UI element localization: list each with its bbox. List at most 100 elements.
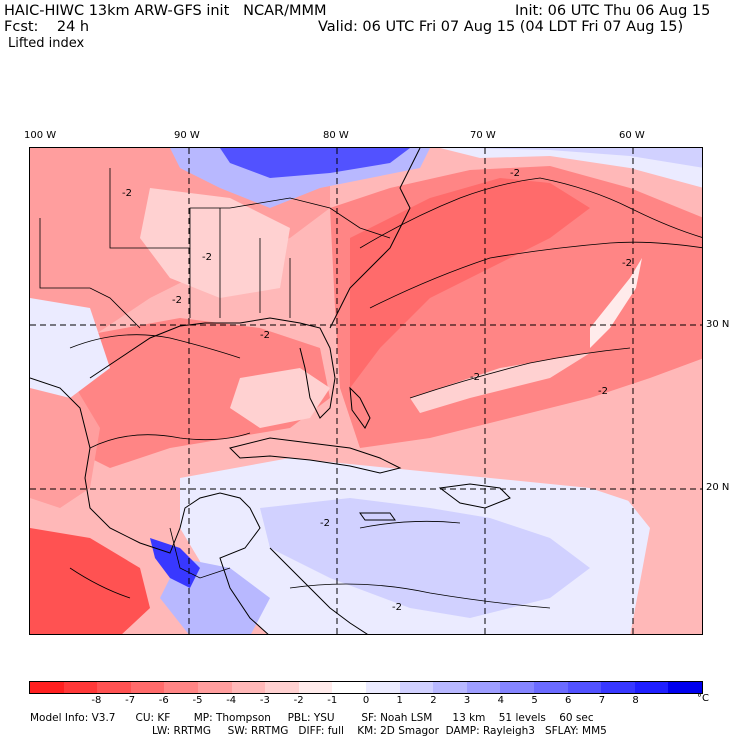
border-states-2 [189,208,291,318]
forecast-label: Fcst: [4,19,39,35]
coast-cuba [229,437,402,474]
colorbar-swatch [63,682,98,693]
colorbar-swatch [399,682,434,693]
coast-us-east [329,148,421,329]
colorbar-tick-label: -2 [293,695,304,706]
coast-bahamas [349,386,371,429]
border-states-1 [109,168,230,249]
colorbar-units: °C [697,693,709,704]
contour-3 [409,347,631,399]
model-info-line-2: LW: RRTMG SW: RRTMG DIFF: full KM: 2D Sm… [152,725,607,737]
colorbar-swatch [533,682,568,693]
contour-1 [359,177,702,249]
border-states-3 [229,197,391,239]
contour-6 [289,583,551,609]
forecast-hour: Fcst: 24 h [4,19,89,35]
field-gulf-pale [230,368,330,428]
model-info-line-1: Model Info: V3.7 CU: KF MP: Thompson PBL… [30,712,594,724]
colorbar-ticks: -8 -7 -6 -5 -4 -3 -2 -1 0 1 2 3 4 5 6 7 8 [29,695,703,707]
coast-gulf-north [89,317,336,419]
colorbar-tick-label: 7 [598,695,606,706]
colorbar-tick-label: 0 [362,695,370,706]
coast-central-america [269,547,368,634]
contour-5 [89,432,251,449]
field-east-pink [590,388,702,634]
colorbar-swatch [601,682,635,693]
contour-label: -2 [392,602,402,613]
border-mexico-guatemala [169,527,231,579]
colorbar-swatch [130,682,165,693]
colorbar-tick-label: 5 [531,695,538,706]
valid-time: Valid: 06 UTC Fri 07 Aug 15 (04 LDT Fri … [318,19,684,35]
colorbar-swatch [231,682,266,693]
colorbar-tick-label: -8 [91,695,102,706]
colorbar-tick-label: -5 [192,695,203,706]
coastlines [30,148,511,634]
colorbar-swatch [332,682,366,693]
model-title: HAIC-HIWC 13km ARW-GFS init NCAR/MMM [4,3,327,19]
contour-label: -2 [622,258,632,269]
contour-4 [69,334,241,359]
lon-label-60w: 60 W [619,130,645,141]
field-gulf-red [70,318,330,468]
contour-8 [69,567,131,599]
contour-label: -2 [172,295,182,306]
contour-label: -2 [510,168,520,179]
contour-7 [359,520,461,529]
lifted-index-map: -2 -2 -2 -2 -2 -2 -2 -2 -2 -2 [29,147,703,635]
contour-label: -2 [202,252,212,263]
colorbar-tick-label: -1 [327,695,338,706]
graticule [30,148,702,634]
colorbar-tick-label: -3 [259,695,270,706]
contour-2 [369,241,702,309]
colorbar-tick-label: 2 [430,695,437,706]
field-caribbean-blue [260,498,590,618]
colorbar [29,681,703,694]
colorbar-swatch [634,682,669,693]
border-texas [39,218,141,329]
colorbar-swatch [365,682,400,693]
contour-label-group: -2 -2 -2 -2 -2 -2 -2 -2 -2 -2 [122,168,632,613]
colorbar-swatch [97,682,131,693]
lon-label-90w: 90 W [174,130,200,141]
colorbar-swatch [433,682,467,693]
contour-label: -2 [470,372,480,383]
lat-label-20n: 20 N [706,482,730,493]
colorbar-swatch [567,682,602,693]
colorbar-swatch [164,682,198,693]
contour-label: -2 [122,188,132,199]
lat-label-30n: 30 N [706,319,730,330]
colorbar-tick-label: 4 [497,695,504,706]
colorbar-swatch [197,682,232,693]
field-us-interior [140,188,290,298]
borders [39,168,391,579]
lon-label-70w: 70 W [470,130,496,141]
contours [69,177,702,609]
contour-label: -2 [320,518,330,529]
lon-label-100w: 100 W [24,130,57,141]
init-time: Init: 06 UTC Thu 06 Aug 15 [515,3,711,19]
lon-label-80w: 80 W [323,130,349,141]
field-north-deep-blue [220,148,410,178]
colorbar-swatch [466,682,501,693]
contour-label: -2 [260,330,270,341]
field-atlantic-pale [410,353,590,413]
colorbar-swatch [298,682,333,693]
colorbar-swatch [265,682,299,693]
colorbar-swatch [668,682,702,693]
field-pacific-red [30,528,150,634]
colorbar-tick-label: -7 [125,695,136,706]
field-atlantic-core [350,178,590,388]
colorbar-tick-label: 8 [632,695,639,706]
field-northeast-blue [470,148,702,168]
forecast-value: 24 h [56,19,90,35]
colorbar-tick-label: 1 [396,695,403,706]
colorbar-swatch [30,682,64,693]
colorbar-tick-label: -6 [158,695,169,706]
field-mexico-red [30,368,100,508]
coast-jamaica [359,512,396,521]
field-name: Lifted index [8,36,85,51]
colorbar-tick-label: 3 [463,695,471,706]
colorbar-swatch [500,682,534,693]
field-northeast-pale [440,148,702,188]
